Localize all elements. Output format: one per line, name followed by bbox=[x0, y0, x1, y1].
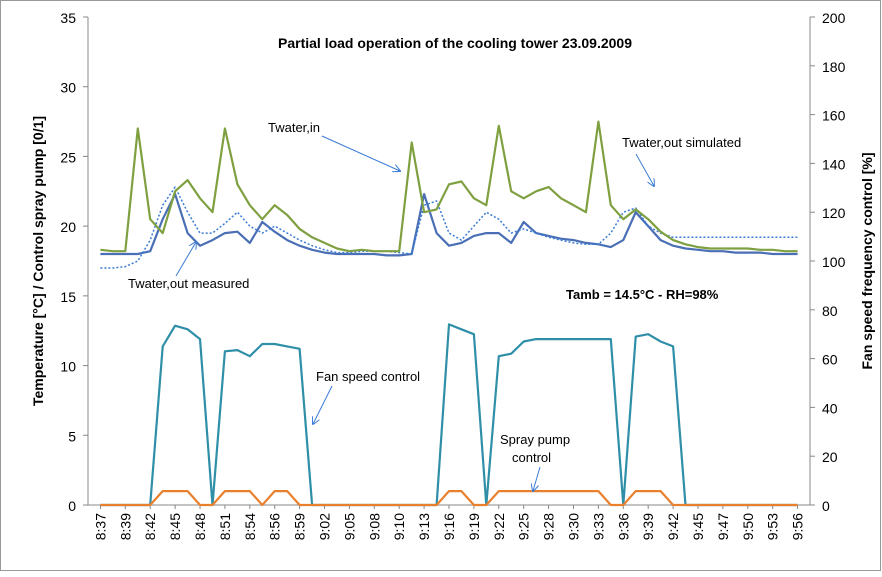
x-tick-label: 9:56 bbox=[790, 513, 806, 540]
series-line bbox=[100, 120, 798, 253]
y2-tick-label: 0 bbox=[822, 498, 830, 514]
x-tick-label: 9:36 bbox=[615, 513, 631, 540]
y-tick-label: 15 bbox=[60, 289, 76, 305]
y2-tick-label: 40 bbox=[822, 400, 838, 416]
x-tick-label: 8:39 bbox=[117, 513, 133, 540]
y2-tick-label: 80 bbox=[822, 303, 838, 319]
series-line bbox=[100, 490, 798, 507]
plot: 0 5 10 15 20 25 30 35 0 20 40 60 80 100 120 140 160 180 20… bbox=[60, 10, 845, 540]
x-tick-label: 9:53 bbox=[765, 513, 781, 540]
annotation: Spray pump bbox=[500, 432, 570, 447]
y-tick-label: 5 bbox=[68, 428, 76, 444]
y2-tick-label: 180 bbox=[822, 59, 846, 75]
y2-tick-label: 120 bbox=[822, 205, 846, 221]
annotation: control bbox=[512, 450, 551, 465]
x-tick-label: 9:45 bbox=[690, 513, 706, 540]
y-tick-label: 30 bbox=[60, 80, 76, 96]
x-tick-label: 8:45 bbox=[167, 513, 183, 540]
x-tick-label: 8:54 bbox=[242, 513, 258, 540]
x-tick-label: 9:50 bbox=[740, 513, 756, 540]
y2-axis-label: Fan speed frequency control [%] bbox=[859, 152, 875, 369]
y2-tick-label: 160 bbox=[822, 108, 846, 124]
arrow bbox=[533, 466, 541, 491]
y-tick-label: 35 bbox=[60, 10, 76, 26]
x-tick-label: 8:59 bbox=[292, 513, 308, 540]
y-tick-label: 25 bbox=[60, 149, 76, 165]
arrow bbox=[175, 242, 196, 277]
x-tick-label: 9:02 bbox=[317, 513, 333, 540]
x-tick-label: 8:51 bbox=[217, 513, 233, 540]
x-tick-label: 9:08 bbox=[366, 513, 382, 540]
x-tick-label: 9:25 bbox=[516, 513, 532, 540]
x-tick-label: 9:28 bbox=[541, 513, 557, 540]
series-line bbox=[100, 186, 798, 269]
x-tick-label: 8:42 bbox=[142, 513, 158, 540]
y2-tick-label: 60 bbox=[822, 352, 838, 368]
x-tick-label: 9:13 bbox=[416, 513, 432, 540]
x-tick-label: 9:39 bbox=[640, 513, 656, 540]
x-tick-label: 9:22 bbox=[491, 513, 507, 540]
series-line bbox=[100, 323, 798, 507]
series-line bbox=[100, 193, 798, 257]
annotation: Twater,out simulated bbox=[622, 135, 741, 150]
x-tick-label: 9:19 bbox=[466, 513, 482, 540]
y-tick-label: 20 bbox=[60, 219, 76, 235]
chart-title: Partial load operation of the cooling to… bbox=[278, 35, 632, 51]
x-tick-label: 9:33 bbox=[590, 513, 606, 540]
y-tick-label: 0 bbox=[68, 498, 76, 514]
y2-tick-label: 20 bbox=[822, 449, 838, 465]
x-tick-label: 8:48 bbox=[192, 513, 208, 540]
x-tick-label: 8:37 bbox=[92, 513, 108, 540]
arrow bbox=[321, 135, 400, 171]
x-tick-label: 8:56 bbox=[267, 513, 283, 540]
annotation: Twater,out measured bbox=[128, 276, 249, 291]
y2-tick-label: 200 bbox=[822, 10, 846, 26]
x-tick-label: 9:47 bbox=[715, 513, 731, 540]
annotation: Tamb = 14.5°C - RH=98% bbox=[566, 287, 719, 302]
y-tick-label: 10 bbox=[60, 359, 76, 375]
x-tick-label: 9:30 bbox=[565, 513, 581, 540]
y2-tick-label: 100 bbox=[822, 254, 846, 270]
x-tick-label: 9:10 bbox=[391, 513, 407, 540]
arrow bbox=[635, 153, 654, 186]
x-tick-label: 9:16 bbox=[441, 513, 457, 540]
x-tick-label: 9:05 bbox=[341, 513, 357, 540]
x-tick-label: 9:42 bbox=[665, 513, 681, 540]
annotation: Fan speed control bbox=[316, 369, 420, 384]
annotation: Twater,in bbox=[268, 120, 320, 135]
y2-tick-label: 140 bbox=[822, 156, 846, 172]
arrow bbox=[313, 385, 333, 424]
y-axis-label: Temperature [°C] / Control spray pump [0… bbox=[30, 116, 46, 406]
